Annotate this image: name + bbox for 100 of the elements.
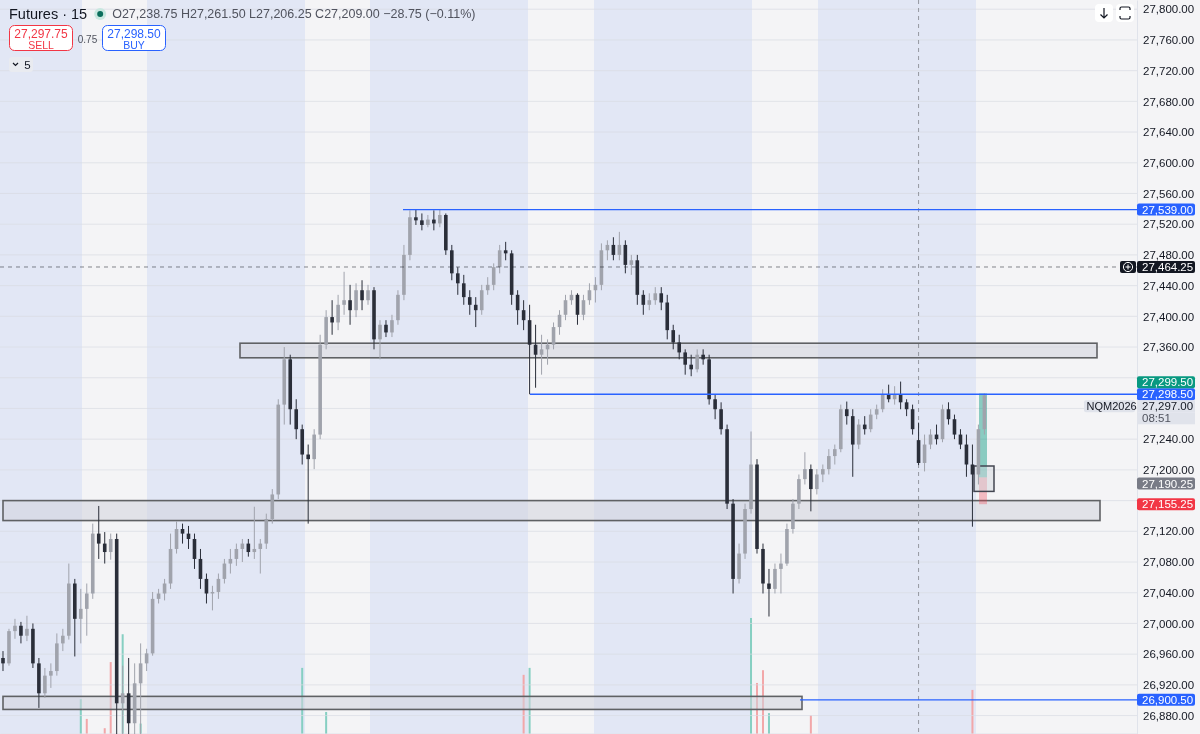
text: 08:51 bbox=[1142, 412, 1171, 425]
y-tick-label: 27,640.00 bbox=[1143, 126, 1195, 139]
ref-line-label: 27,298.50 bbox=[1142, 388, 1194, 401]
candlestick bbox=[78, 588, 83, 644]
candlestick bbox=[108, 533, 113, 561]
text: 27,190.25 bbox=[1142, 477, 1194, 490]
candlestick bbox=[455, 266, 460, 296]
ref-line-label: 27,464.25 bbox=[1142, 261, 1194, 273]
candlestick bbox=[414, 209, 418, 226]
candlestick bbox=[360, 279, 364, 311]
candlestick bbox=[84, 583, 89, 637]
candlestick bbox=[833, 444, 837, 466]
y-tick-label: 27,600.00 bbox=[1143, 156, 1195, 169]
y-tick-label: 27,200.00 bbox=[1143, 464, 1195, 477]
candlestick bbox=[868, 408, 873, 433]
candlestick bbox=[330, 299, 334, 336]
bar bbox=[809, 715, 812, 734]
bar bbox=[761, 670, 764, 734]
candlestick bbox=[467, 289, 472, 316]
candlestick bbox=[354, 282, 358, 318]
candlestick bbox=[461, 274, 466, 306]
candlestick bbox=[713, 394, 717, 420]
candlestick bbox=[294, 398, 299, 440]
annotation: 27,297.75 bbox=[14, 26, 69, 41]
y-tick-label: 27,520.00 bbox=[1143, 218, 1195, 231]
bar bbox=[750, 618, 753, 734]
candlestick bbox=[13, 618, 17, 640]
candlestick bbox=[336, 294, 340, 331]
candlestick bbox=[19, 621, 23, 644]
annotation: 27,298.50 bbox=[107, 26, 162, 41]
candlestick bbox=[348, 284, 352, 326]
candlestick bbox=[61, 628, 65, 652]
y-tick-label: 27,120.00 bbox=[1143, 525, 1195, 538]
candlestick bbox=[49, 662, 53, 689]
bar bbox=[528, 667, 531, 734]
ref-line-label: 27,539.00 bbox=[1142, 203, 1194, 216]
y-tick-label: 27,560.00 bbox=[1143, 187, 1195, 200]
candlestick bbox=[677, 334, 682, 360]
chart-title: Futures · 15 bbox=[9, 6, 88, 22]
bar bbox=[301, 667, 304, 734]
candlestick bbox=[378, 319, 382, 360]
candlestick bbox=[366, 284, 370, 306]
candlestick bbox=[719, 401, 723, 436]
annotation: NQM2026 bbox=[1086, 400, 1137, 413]
annotation: BUY bbox=[123, 38, 145, 51]
y-tick-label: 26,920.00 bbox=[1143, 679, 1195, 692]
candlestick bbox=[539, 334, 544, 376]
y-tick-label: 27,680.00 bbox=[1143, 95, 1195, 108]
y-tick-label: 27,360.00 bbox=[1143, 341, 1195, 354]
text: O27,238.75 H27,261.50 L27,206.25 C27,209.00 −28.75 (−0.11%) bbox=[112, 7, 476, 21]
candlestick bbox=[473, 296, 478, 328]
candlestick bbox=[683, 348, 687, 376]
candlestick bbox=[384, 319, 388, 338]
y-tick-label: 27,240.00 bbox=[1143, 433, 1195, 446]
annotation: SELL bbox=[28, 38, 54, 51]
bar bbox=[971, 689, 974, 734]
candlestick bbox=[479, 284, 484, 316]
y-tick-label: 27,040.00 bbox=[1143, 586, 1195, 599]
bar bbox=[522, 674, 525, 734]
candlestick bbox=[815, 468, 819, 495]
candlestick bbox=[102, 531, 107, 565]
candlestick bbox=[701, 348, 705, 366]
y-tick-label: 27,400.00 bbox=[1143, 310, 1195, 323]
y-tick-label: 27,720.00 bbox=[1143, 64, 1195, 77]
bar bbox=[756, 682, 758, 734]
text: 27,155.25 bbox=[1142, 498, 1194, 511]
candlestick bbox=[856, 418, 861, 450]
candlestick bbox=[809, 464, 813, 512]
candlestick bbox=[803, 451, 807, 485]
candlestick bbox=[96, 505, 101, 560]
candlestick bbox=[773, 563, 777, 594]
bar bbox=[79, 699, 82, 734]
candlestick bbox=[43, 667, 47, 699]
candlestick bbox=[306, 444, 310, 525]
candlestick bbox=[420, 212, 424, 231]
candlestick bbox=[342, 271, 346, 316]
y-tick-label: 27,480.00 bbox=[1143, 249, 1195, 262]
y-tick-label: 27,440.00 bbox=[1143, 279, 1195, 292]
y-tick-label: 27,800.00 bbox=[1143, 3, 1195, 16]
annotation: 5 bbox=[24, 58, 31, 71]
candlestick bbox=[450, 244, 454, 281]
candlestick bbox=[671, 324, 676, 350]
text: 27,299.50 bbox=[1142, 376, 1194, 389]
candlestick bbox=[844, 401, 849, 426]
bar bbox=[767, 713, 770, 734]
y-tick-label: 27,760.00 bbox=[1143, 34, 1195, 47]
candlestick bbox=[426, 214, 430, 228]
candlestick bbox=[689, 354, 693, 377]
text: 27,297.00 bbox=[1142, 400, 1194, 413]
y-tick-label: 27,000.00 bbox=[1143, 617, 1195, 630]
y-tick-label: 27,080.00 bbox=[1143, 556, 1195, 569]
bar bbox=[85, 718, 88, 734]
candlestick bbox=[25, 615, 29, 642]
bar bbox=[325, 711, 328, 734]
y-tick-label: 26,960.00 bbox=[1143, 648, 1195, 661]
candlestick bbox=[779, 553, 783, 594]
candlestick bbox=[1, 650, 5, 672]
y-tick-label: 26,880.00 bbox=[1143, 709, 1195, 722]
candlestick bbox=[390, 314, 394, 338]
candlestick bbox=[695, 348, 699, 373]
